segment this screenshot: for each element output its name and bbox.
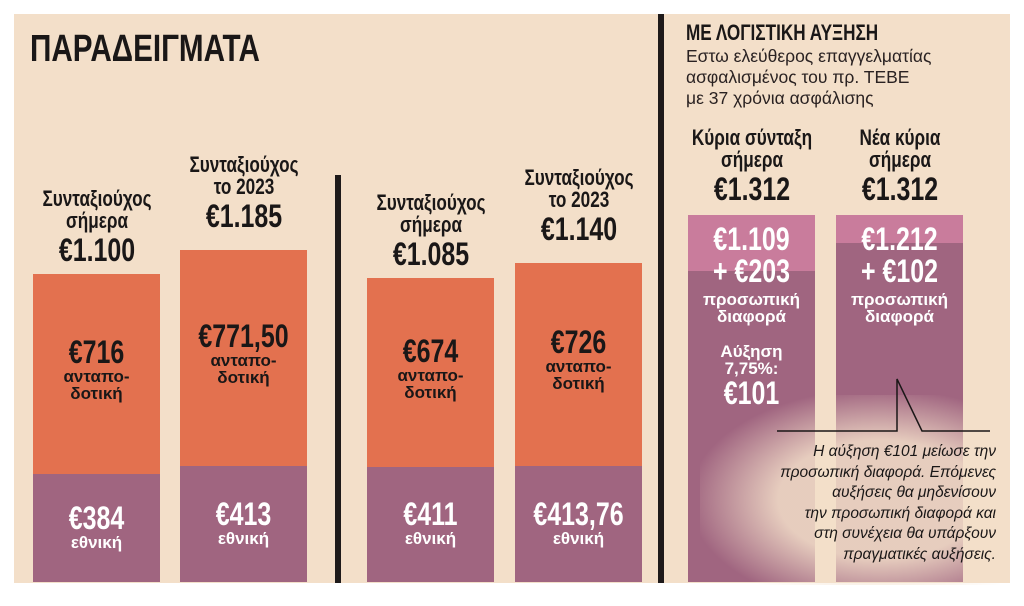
value-label: €674 xyxy=(402,332,459,369)
bar-header: Συνταξιούχος σήμερα €1.085 xyxy=(341,190,521,273)
right-panel-title: ΜΕ ΛΟΓΙΣΤΙΚΗ ΑΥΞΗΣΗ xyxy=(686,20,879,45)
bar-header-line: το 2023 xyxy=(548,186,609,212)
label-text: εθνική xyxy=(552,529,605,549)
stacked-bar: €726 ανταπο-δοτική €413,76 εθνική xyxy=(515,262,642,582)
segment-label: €771,50 ανταπο-δοτική xyxy=(180,320,307,386)
bar-total-label: €1.085 xyxy=(392,236,469,273)
label-text: 7,75%: xyxy=(724,358,779,378)
segment-ethniki: €384 εθνική xyxy=(33,474,160,582)
bar-header: Νέα κύρια σήμερα €1.312 xyxy=(810,124,990,207)
bar-header-line: Νέα κύρια xyxy=(859,124,940,150)
bar-header-line: Συνταξιούχος xyxy=(375,190,486,216)
segment-personal-difference xyxy=(688,214,815,272)
bar-header-line: Συνταξιούχος xyxy=(188,152,299,178)
note-line: πραγματικές αυξήσεις. xyxy=(843,545,996,563)
divider xyxy=(335,175,341,583)
bar-total-label: €1.312 xyxy=(861,170,938,207)
page-title: ΠΑΡΑΔΕΙΓΜΑΤΑ xyxy=(30,28,325,71)
label-text: δοτική xyxy=(70,384,123,404)
bar-total-label: €1.100 xyxy=(58,232,135,268)
value-label: €716 xyxy=(68,334,125,371)
label-text: δοτική xyxy=(217,368,270,388)
stacked-bar: €771,50 ανταπο-δοτική €413 εθνική xyxy=(180,250,307,582)
title-text: ΠΑΡΑΔΕΙΓΜΑΤΑ xyxy=(30,28,260,70)
stacked-bar: €716 ανταπο-δοτική €384 εθνική xyxy=(33,274,160,582)
bar-header: Συνταξιούχος το 2023 €1.185 xyxy=(154,152,334,235)
segment-label: €1.212 + €102 προσωπική διαφορά xyxy=(836,223,963,325)
bar-header-line: Συνταξιούχος xyxy=(523,164,634,190)
segment-label: €674 ανταπο-δοτική xyxy=(367,335,494,401)
segment-label: €384 εθνική xyxy=(33,502,160,551)
label-text: εθνική xyxy=(404,529,457,549)
segment-label: €411 εθνική xyxy=(367,498,494,547)
label-text: δοτική xyxy=(404,382,457,402)
label-text: ανταπο- xyxy=(63,367,130,387)
note-line: προσωπική διαφορά. Επόμενες xyxy=(780,463,996,481)
bar-header-line: σήμερα xyxy=(399,212,462,238)
note-text: Η αύξηση €101 μείωσε την προσωπική διαφο… xyxy=(736,442,996,565)
note-line: την προσωπική διαφορά και xyxy=(804,504,996,522)
segment-personal-difference xyxy=(836,214,963,244)
segment-label: €726 ανταπο-δοτική xyxy=(515,326,642,392)
bar-total-label: €1.312 xyxy=(713,170,790,207)
right-panel-header: ΜΕ ΛΟΓΙΣΤΙΚΗ ΑΥΞΗΣΗ Εστω ελεύθερος επαγγ… xyxy=(686,20,932,109)
bar-header: Κύρια σύνταξη σήμερα €1.312 xyxy=(662,124,842,207)
value-label: €413,76 xyxy=(533,496,624,533)
value-label: €413 xyxy=(215,496,272,533)
label-text: προσωπική xyxy=(850,289,949,309)
bar-header-line: το 2023 xyxy=(213,174,274,200)
value-label: €1.212 xyxy=(861,220,938,257)
note-highlight xyxy=(700,395,1000,585)
subtitle-line: Εστω ελεύθερος επαγγελματίας xyxy=(686,46,932,66)
note-line: αυξήσεις θα μηδενίσουν xyxy=(832,484,996,501)
subtitle-line: με 37 χρόνια ασφάλισης xyxy=(686,88,874,108)
segment-label: €1.109 + €203 προσωπική διαφορά xyxy=(688,223,815,325)
value-label: €411 xyxy=(403,496,458,533)
segment-antapodotiki: €771,50 ανταπο-δοτική xyxy=(180,250,307,467)
label-text: ανταπο- xyxy=(210,351,277,371)
label-text: ανταπο- xyxy=(397,365,464,385)
segment-ethniki: €413 εθνική xyxy=(180,466,307,582)
divider xyxy=(658,14,664,583)
bar-header-line: σήμερα xyxy=(868,146,931,172)
value-label: €1.109 xyxy=(713,220,790,257)
segment-ethniki: €411 εθνική xyxy=(367,466,494,582)
label-text: Αύξηση xyxy=(720,341,783,361)
label-text: διαφορά xyxy=(717,306,786,326)
label-text: προσωπική xyxy=(702,289,801,309)
bar-header-line: σήμερα xyxy=(65,208,128,233)
value-label: + €102 xyxy=(860,252,939,289)
bar-header: Συνταξιούχος το 2023 €1.140 xyxy=(489,164,669,247)
value-label: €726 xyxy=(550,324,607,361)
note-line: στη συνέχεια θα υπάρξουν xyxy=(814,525,996,542)
label-text: εθνική xyxy=(217,529,270,549)
bar-header-line: Κύρια σύνταξη xyxy=(691,124,812,150)
label-text: εθνική xyxy=(70,533,123,553)
segment-antapodotiki: €726 ανταπο-δοτική xyxy=(515,262,642,467)
segment-label: €413 εθνική xyxy=(180,498,307,547)
label-text: δοτική xyxy=(552,374,605,394)
stacked-bar: €674 ανταπο-δοτική €411 εθνική xyxy=(367,278,494,582)
value-label: €771,50 xyxy=(198,318,289,355)
note-line: Η αύξηση €101 μείωσε την xyxy=(813,443,996,460)
segment-label: €413,76 εθνική xyxy=(515,498,642,547)
label-text: διαφορά xyxy=(865,306,934,326)
segment-label: €716 ανταπο-δοτική xyxy=(33,336,160,402)
value-label: + €203 xyxy=(712,252,791,289)
value-label: €384 xyxy=(68,500,125,537)
bar-header: Συνταξιούχος σήμερα €1.100 xyxy=(7,186,187,268)
bar-header-line: σήμερα xyxy=(720,146,783,172)
bar-header-line: Συνταξιούχος xyxy=(41,186,152,211)
segment-antapodotiki: €674 ανταπο-δοτική xyxy=(367,278,494,467)
label-text: ανταπο- xyxy=(545,357,612,377)
bar-total-label: €1.140 xyxy=(540,210,617,247)
bar-total-label: €1.185 xyxy=(205,198,282,235)
segment-ethniki: €413,76 εθνική xyxy=(515,466,642,582)
segment-antapodotiki: €716 ανταπο-δοτική xyxy=(33,274,160,475)
subtitle-line: ασφαλισμένος του πρ. ΤΕΒΕ xyxy=(686,67,910,87)
